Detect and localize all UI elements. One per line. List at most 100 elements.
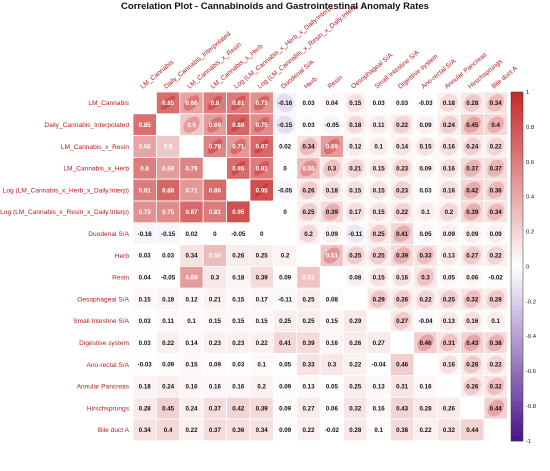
colorbar-segment xyxy=(511,362,523,368)
cell-value: 0.37 xyxy=(209,427,222,434)
cell-value: 0.69 xyxy=(209,122,222,129)
heatmap-cell: 0.09 xyxy=(460,222,485,246)
cell-value: 0.03 xyxy=(232,362,245,369)
heatmap-cell: 0.95 xyxy=(249,178,274,202)
colorbar-segment xyxy=(511,222,523,228)
heatmap-cell: 0.03 xyxy=(155,244,181,267)
heatmap-cell: 0.26 xyxy=(460,374,485,398)
colorbar-segment xyxy=(511,388,523,394)
heatmap-cell: 0.69 xyxy=(202,113,227,137)
colorbar-segment xyxy=(511,135,523,141)
correlation-ellipse xyxy=(463,377,482,396)
heatmap-cell xyxy=(367,310,391,332)
colorbar-tick-label: -0.8 xyxy=(526,404,536,410)
colorbar-segment xyxy=(511,227,523,233)
heatmap-cell: -0.03 xyxy=(413,91,438,115)
heatmap-cell: 0.44 xyxy=(460,418,485,442)
colorbar-segment xyxy=(511,296,523,302)
colorbar-segment xyxy=(511,318,523,324)
correlation-ellipse xyxy=(393,290,411,308)
heatmap-cell: 0.05 xyxy=(272,353,298,376)
cell-value: 0.18 xyxy=(232,275,245,282)
colorbar-segment xyxy=(511,192,523,198)
heatmap-cell: 0.04 xyxy=(319,91,345,115)
correlation-ellipse xyxy=(464,116,481,133)
cell-value: 0.03 xyxy=(139,340,152,347)
heatmap-cell: 0.09 xyxy=(436,222,462,246)
heatmap-cell: 0.22 xyxy=(389,113,415,137)
colorbar-segment xyxy=(511,218,523,224)
colorbar-segment xyxy=(511,279,523,285)
heatmap-cell: 0.15 xyxy=(366,178,391,202)
correlation-ellipse xyxy=(463,203,481,221)
cell-value: 0.25 xyxy=(256,253,269,260)
heatmap-cell: 0.02 xyxy=(179,222,204,246)
cell-value: 0.09 xyxy=(419,122,432,129)
heatmap-cell: 0.2 xyxy=(296,222,321,246)
row-label: Ano-rectal S/A xyxy=(86,362,129,369)
cell-value: 0.28 xyxy=(349,427,362,434)
cell-value: 0.18 xyxy=(139,384,152,391)
heatmap-cell: 0.32 xyxy=(343,396,368,420)
heatmap-cell: 0.06 xyxy=(460,265,485,289)
colorbar-segment xyxy=(511,266,523,272)
correlation-ellipse xyxy=(231,117,246,132)
heatmap-cell: 0.25 xyxy=(272,309,298,333)
correlation-ellipse xyxy=(323,203,341,221)
heatmap-cell: 0.03 xyxy=(389,91,415,115)
cell-value: 0.15 xyxy=(373,187,386,194)
heatmap-cell: 0.16 xyxy=(413,374,438,398)
correlation-ellipse xyxy=(463,290,481,308)
heatmap-cell: 0.81 xyxy=(132,178,157,202)
correlation-ellipse xyxy=(393,247,411,264)
cell-value: 0.15 xyxy=(209,318,222,325)
heatmap-cell: 0.3 xyxy=(319,156,345,180)
correlation-ellipse xyxy=(463,246,482,265)
cell-value: 0.26 xyxy=(466,384,479,391)
heatmap-cell: 0.33 xyxy=(413,244,438,267)
cell-value: 0.1 xyxy=(374,427,383,434)
heatmap-cell: 0.03 xyxy=(226,353,251,376)
heatmap-cell xyxy=(203,157,227,180)
heatmap-cell: 0.39 xyxy=(389,244,415,267)
heatmap-cell: 0.09 xyxy=(272,396,298,420)
heatmap-cell: 0.39 xyxy=(249,396,274,420)
cell-value: 0.09 xyxy=(490,231,503,238)
correlation-ellipse xyxy=(254,95,270,111)
heatmap-cell: 0.15 xyxy=(226,309,251,333)
colorbar-tick-label: 0.8 xyxy=(526,125,534,131)
diagonal-cell xyxy=(179,135,204,158)
diagonal-cell xyxy=(296,244,321,267)
heatmap-cell: 0.25 xyxy=(296,200,321,224)
colorbar-segment xyxy=(511,270,523,276)
heatmap-cell: 0.21 xyxy=(202,287,227,311)
colorbar-segment xyxy=(511,105,523,111)
correlation-ellipse xyxy=(393,159,411,178)
cell-value: 0.34 xyxy=(185,253,198,260)
colorbar-segment xyxy=(511,405,523,411)
heatmap-cell: 0.24 xyxy=(436,113,462,137)
correlation-ellipse xyxy=(369,202,388,221)
cell-value: 0.09 xyxy=(279,427,292,434)
heatmap-cell: 0.2 xyxy=(249,374,274,398)
colorbar-segment xyxy=(511,257,523,263)
row-label: Hirschsprungs xyxy=(87,405,130,412)
cell-value: 0.3 xyxy=(421,275,430,282)
correlation-ellipse xyxy=(487,334,505,352)
cell-value: 0.34 xyxy=(139,427,152,434)
cell-value: 0.15 xyxy=(349,187,362,194)
heatmap-cell: 0.16 xyxy=(436,353,462,376)
cell-value: 0.1 xyxy=(491,318,500,325)
colorbar-tick-label: -1 xyxy=(526,439,531,445)
heatmap-cell: 0.41 xyxy=(389,222,415,246)
colorbar-segment xyxy=(511,353,523,359)
cell-value: 0.88 xyxy=(232,122,245,129)
correlation-ellipse xyxy=(439,224,459,243)
heatmap-cell: 0.25 xyxy=(249,244,274,267)
diagonal-cell xyxy=(343,288,367,310)
colorbar-segment xyxy=(511,122,523,128)
diagonal-cell xyxy=(413,353,438,376)
heatmap-cell: 0.22 xyxy=(483,135,508,158)
cell-value: 0.28 xyxy=(466,362,479,369)
colorbar-segment xyxy=(511,292,523,298)
